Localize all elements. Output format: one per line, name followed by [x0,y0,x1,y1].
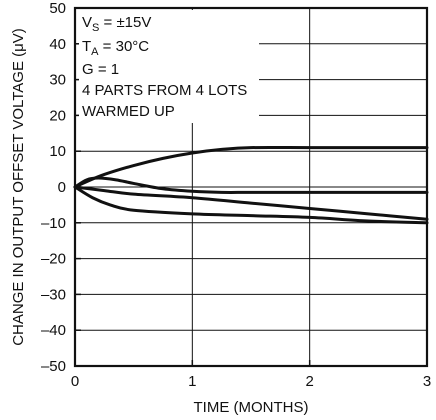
y-tick-label: –10 [41,215,66,232]
y-tick-label: –40 [41,322,66,339]
annotation-ta-sub: A [91,46,99,58]
y-axis-title: CHANGE IN OUTPUT OFFSET VOLTAGE (μV) [10,28,27,346]
x-tick-label: 3 [423,373,431,390]
y-tick-label: 0 [58,179,66,196]
series-line-4 [73,185,429,225]
annotation-block: VS = ±15V TA = 30°C G = 1 4 PARTS FROM 4… [82,14,247,120]
series-group [73,145,429,225]
x-tick-label: 2 [305,373,313,390]
annotation-ta-rest: = 30°C [99,38,150,55]
y-tick-label: –50 [41,358,66,375]
annotation-background [79,10,259,123]
series-line-2 [73,176,429,194]
series-line-3 [73,185,429,221]
annotation-vs: VS = ±15V [82,14,151,34]
annotation-vs-sub: S [92,22,99,34]
x-tick-label: 1 [188,373,196,390]
annotation-parts: 4 PARTS FROM 4 LOTS [82,82,247,99]
x-tick-label: 0 [71,373,79,390]
y-tick-label: 50 [49,0,66,17]
annotation-gain: G = 1 [82,61,119,78]
y-tick-label: 10 [49,143,66,160]
y-tick-label: 30 [49,72,66,89]
y-tick-label: 40 [49,36,66,53]
annotation-ta: TA = 30°C [82,38,149,58]
annotation-ta-main: T [82,38,91,55]
annotation-warmed-up: WARMED UP [82,103,175,120]
y-tick-label: 20 [49,107,66,124]
x-axis-title: TIME (MONTHS) [194,399,309,416]
plot-frame [73,6,429,368]
y-tick-label: –30 [41,286,66,303]
annotation-vs-main: V [82,14,92,31]
annotation-vs-rest: = ±15V [99,14,151,31]
tick-labels: 0 1 2 3 50 40 30 20 10 0 –10 –20 –30 –40 –50 [41,0,431,390]
y-tick-label: –20 [41,251,66,268]
